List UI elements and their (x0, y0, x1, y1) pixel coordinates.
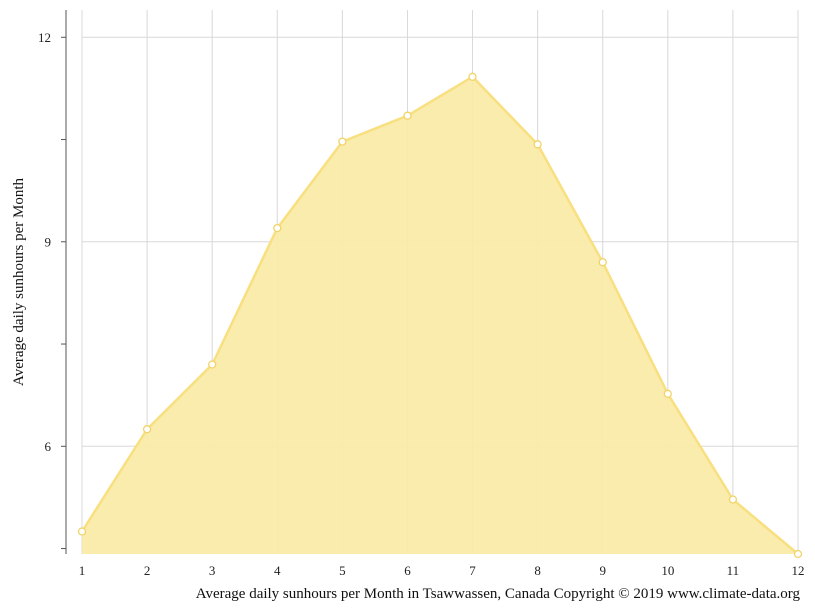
x-tick-label-10: 10 (661, 563, 674, 578)
y-tick-label-9: 9 (45, 234, 52, 249)
x-tick-label-8: 8 (534, 563, 541, 578)
data-point-1 (77, 527, 87, 536)
data-point-4 (273, 223, 282, 233)
x-tick-label-4: 4 (274, 563, 281, 578)
data-point-9 (598, 258, 607, 267)
x-tick-label-1: 1 (79, 563, 86, 578)
series-line (80, 75, 799, 555)
data-point-2 (142, 425, 152, 434)
x-tick-label-2: 2 (144, 563, 151, 578)
axes (61, 10, 67, 554)
x-tick-label-12: 12 (792, 563, 805, 578)
area-series (80, 75, 799, 555)
y-tick-label-6: 6 (45, 439, 52, 454)
y-tick-label-12: 12 (38, 30, 51, 45)
data-point-6 (403, 111, 412, 120)
x-tick-label-11: 11 (727, 563, 740, 578)
area-fill (82, 76, 798, 555)
data-point-5 (338, 137, 347, 146)
x-tick-label-9: 9 (599, 563, 606, 578)
data-point-12 (793, 549, 803, 559)
y-axis-title: Average daily sunhours per Month (11, 178, 27, 387)
data-point-11 (728, 495, 738, 504)
data-point-10 (663, 389, 672, 398)
x-tick-label-6: 6 (404, 563, 411, 578)
data-point-7 (468, 72, 477, 81)
data-points (77, 72, 803, 559)
chart-caption: Average daily sunhours per Month in Tsaw… (196, 586, 801, 602)
data-point-8 (533, 140, 542, 149)
x-tick-label-7: 7 (469, 563, 476, 578)
data-point-3 (208, 360, 217, 369)
x-tick-label-5: 5 (339, 563, 346, 578)
x-tick-label-3: 3 (209, 563, 216, 578)
